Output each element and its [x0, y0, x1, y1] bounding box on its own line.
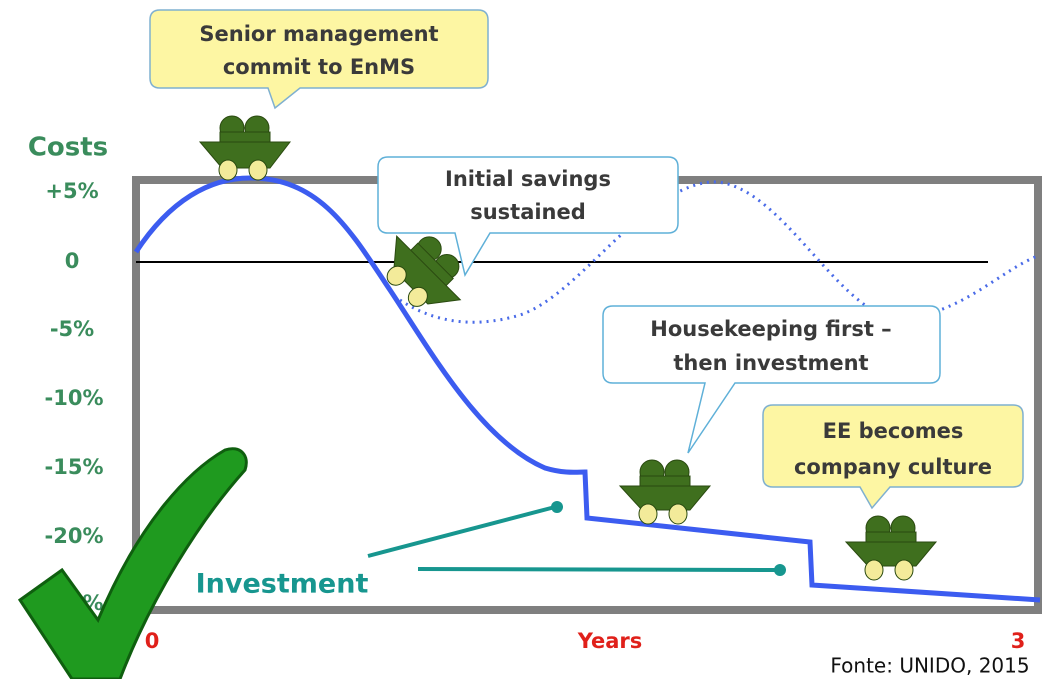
- y-label: 0: [65, 249, 80, 273]
- y-label: -20%: [45, 524, 104, 548]
- y-label: -10%: [45, 386, 104, 410]
- callout-text: company culture: [794, 455, 992, 479]
- y-label: +5%: [45, 179, 98, 203]
- callout-text: Initial savings: [445, 167, 611, 191]
- investment-dot: [551, 501, 563, 513]
- investment-line: [368, 507, 555, 556]
- y-title: Costs: [28, 133, 108, 163]
- callout-text: then investment: [673, 351, 868, 375]
- x-label: 0: [145, 629, 160, 653]
- cart: [200, 116, 290, 180]
- callout-text: sustained: [470, 200, 586, 224]
- investment-label: Investment: [196, 569, 369, 600]
- investment-line: [418, 569, 778, 570]
- x-label: 3: [1011, 629, 1026, 653]
- investment-dot: [774, 564, 786, 576]
- callout-text: EE becomes: [823, 419, 964, 443]
- callout-text: Senior management: [199, 22, 438, 46]
- cart: [620, 460, 710, 524]
- callout-text: commit to EnMS: [223, 55, 415, 79]
- cart: [846, 516, 936, 580]
- y-label: -5%: [50, 317, 94, 341]
- diagram: Senior management commit to EnMS Initial…: [0, 0, 1045, 679]
- x-label: Years: [577, 629, 643, 653]
- y-label: -15%: [45, 455, 104, 479]
- callout-text: Housekeeping first –: [650, 317, 891, 341]
- source: Fonte: UNIDO, 2015: [830, 654, 1029, 678]
